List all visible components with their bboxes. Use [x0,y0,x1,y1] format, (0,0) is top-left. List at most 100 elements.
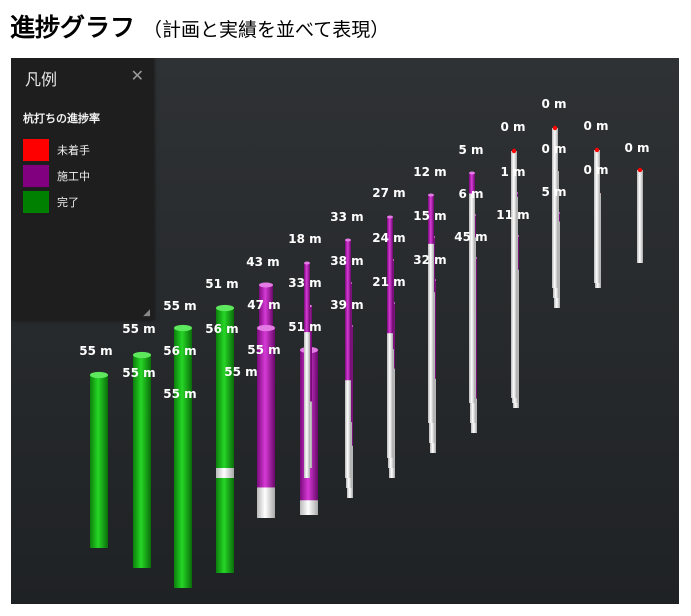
pile-value-label: 51 m [205,277,238,291]
pile-not-started-marker [637,167,643,173]
pile-planned-rod [637,170,643,263]
legend-swatch-done [23,191,49,213]
legend-item-not-started: 未着手 [23,138,90,162]
pile-top-cap [345,238,351,242]
pile-36[interactable] [637,167,643,263]
pile-planned-rod [552,128,558,288]
pile-top-cap [428,193,434,197]
pile-top-cap [133,351,151,359]
pile-progress-bar [257,328,275,488]
pile-value-label: 56 m [163,344,196,358]
pile-11[interactable] [257,324,275,518]
pile-value-label: 0 m [541,142,566,156]
pile-progress-bar [428,195,434,244]
pile-value-label: 27 m [372,186,405,200]
pile-not-started-marker [594,147,600,153]
pile-progress-bar [133,355,151,568]
pile-value-label: 0 m [500,120,525,134]
pile-value-label: 0 m [583,119,608,133]
page-heading: 進捗グラフ （計画と実績を並べて表現） [10,8,389,48]
pile-value-label: 55 m [163,299,196,313]
legend-title: 凡例 [25,70,58,89]
pile-15[interactable] [304,261,310,479]
close-icon[interactable]: ✕ [130,66,144,85]
pile-top-cap [90,371,108,379]
pile-top-cap [257,324,275,332]
pile-value-label: 43 m [246,255,279,269]
pile-top-cap [387,215,393,219]
page-title: 進捗グラフ [10,13,136,42]
pile-4[interactable] [174,324,192,548]
3d-viewer[interactable]: 55 m 55 m 55 m 55 m 56 m 55 m 55 m 56 m 51 m 55 m… [11,58,679,604]
pile-top-cap [469,171,475,175]
pile-value-label: 55 m [79,344,112,358]
pile-value-label: 47 m [247,298,280,312]
pile-progress-bar [174,328,192,548]
pile-30[interactable] [511,148,517,398]
pile-value-label: 0 m [583,163,608,177]
legend-label: 施工中 [57,170,90,183]
pile-progress-bar [387,217,393,334]
legend-swatch-not-started [23,139,49,161]
pile-value-label: 39 m [330,298,363,312]
pile-progress-bar [216,308,234,468]
pile-value-label: 55 m [163,387,196,401]
pile-top-cap [259,282,273,288]
pile-planned-rod [594,150,600,283]
pile-value-label: 0 m [624,141,649,155]
pile-24[interactable] [428,193,434,424]
legend-label: 完了 [57,196,79,209]
pile-planned-rod [469,173,475,403]
pile-value-label: 32 m [413,253,446,267]
pile-35[interactable] [594,147,600,283]
pile-2[interactable] [133,351,151,568]
pile-not-started-marker [511,148,517,154]
pile-planned-rod [511,151,517,398]
pile-21[interactable] [387,215,393,459]
pile-value-label: 0 m [541,97,566,111]
pile-value-label: 15 m [413,209,446,223]
pile-top-cap [304,261,310,265]
pile-not-started-marker [552,125,558,131]
pile-27[interactable] [469,171,475,404]
pile-value-label: 33 m [330,210,363,224]
pile-value-label: 55 m [122,366,155,380]
pile-planned-rod [387,217,393,458]
pile-progress-chart[interactable]: 55 m 55 m 55 m 55 m 56 m 55 m 55 m 56 m 51 m 55 m… [11,58,679,604]
pile-value-label: 55 m [122,322,155,336]
pile-value-label: 6 m [458,187,483,201]
pile-planned-rod [428,195,434,423]
pile-1[interactable] [90,371,108,548]
pile-value-label: 5 m [541,185,566,199]
pile-progress-bar [345,240,351,381]
pile-progress-bar [304,263,310,333]
pile-8[interactable] [216,304,234,468]
pile-value-label: 24 m [372,231,405,245]
pile-value-label: 5 m [458,143,483,157]
pile-planned-rod [304,263,310,478]
legend-label: 未着手 [57,144,90,157]
pile-value-label: 51 m [288,320,321,334]
pile-value-label: 55 m [247,343,280,357]
legend-item-done: 完了 [23,190,79,214]
resize-handle-icon[interactable]: ◢ [143,308,150,318]
legend-item-in-progress: 施工中 [23,164,90,188]
pile-value-label: 33 m [288,276,321,290]
pile-18[interactable] [345,238,351,479]
pile-33[interactable] [552,125,558,288]
pile-value-label: 55 m [224,365,257,379]
legend-panel: 凡例 ✕ 杭打ちの進捗率 未着手 施工中 完了 ◢ [11,58,154,320]
pile-value-label: 12 m [413,165,446,179]
pile-value-label: 18 m [288,232,321,246]
page-subtitle: （計画と実績を並べて表現） [143,19,390,41]
pile-value-label: 56 m [205,322,238,336]
legend-section-title: 杭打ちの進捗率 [23,112,100,125]
pile-value-label: 45 m [454,230,487,244]
pile-value-label: 1 m [500,165,525,179]
pile-progress-bar [90,375,108,548]
legend-swatch-in-progress [23,165,49,187]
pile-value-label: 21 m [372,275,405,289]
pile-top-cap [216,304,234,312]
pile-progress-bar [469,173,475,194]
pile-value-label: 11 m [496,208,529,222]
